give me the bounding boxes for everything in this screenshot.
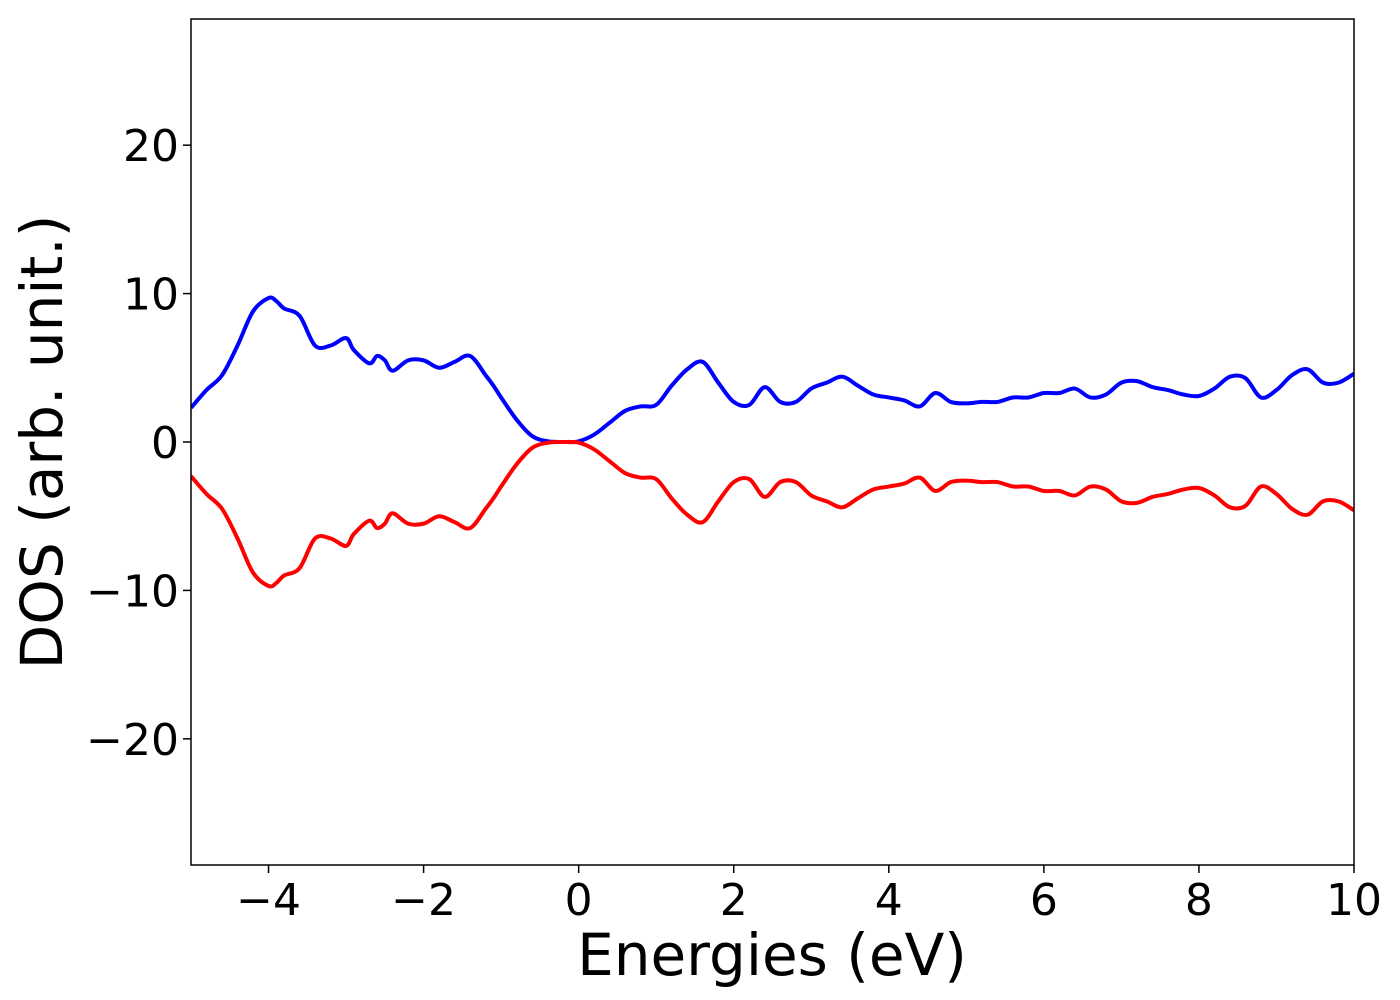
plot-frame: [190, 18, 1355, 866]
y-tick-label: 20: [123, 121, 179, 172]
x-tick-label: 0: [565, 875, 593, 926]
x-tick-label: 6: [1030, 875, 1058, 926]
series-layer: [191, 295, 1354, 589]
x-axis-label: Energies (eV): [577, 921, 967, 989]
y-tick-label: 0: [151, 418, 179, 469]
x-tick-label: 4: [875, 875, 903, 926]
x-tick-label: 10: [1326, 875, 1382, 926]
y-axis-ticks: −20 −10 0 10 20: [86, 121, 191, 766]
x-tick-label: 2: [720, 875, 748, 926]
y-axis-label: DOS (arb. unit.): [8, 215, 76, 670]
series-line-1: [191, 439, 1354, 589]
y-tick-label: −20: [86, 715, 179, 766]
y-tick-label: 10: [123, 270, 179, 321]
x-tick-label: −4: [236, 875, 301, 926]
series-line-0: [191, 295, 1354, 445]
x-tick-label: 8: [1185, 875, 1213, 926]
x-tick-label: −2: [391, 875, 456, 926]
y-tick-label: −10: [86, 566, 179, 617]
x-axis-ticks: −4 −2 0 2 4 6 8 10: [236, 865, 1382, 926]
